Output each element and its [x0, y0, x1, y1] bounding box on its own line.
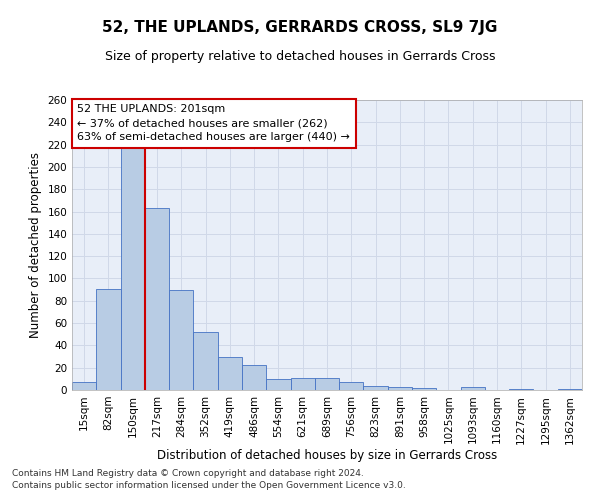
Bar: [290, 378, 315, 390]
Text: Contains HM Land Registry data © Crown copyright and database right 2024.: Contains HM Land Registry data © Crown c…: [12, 468, 364, 477]
Bar: [96, 288, 121, 390]
Bar: [193, 332, 218, 390]
Bar: [339, 382, 364, 390]
Bar: [242, 366, 266, 390]
Bar: [121, 148, 145, 390]
X-axis label: Distribution of detached houses by size in Gerrards Cross: Distribution of detached houses by size …: [157, 449, 497, 462]
Text: 52 THE UPLANDS: 201sqm
← 37% of detached houses are smaller (262)
63% of semi-de: 52 THE UPLANDS: 201sqm ← 37% of detached…: [77, 104, 350, 142]
Bar: [388, 386, 412, 390]
Bar: [412, 388, 436, 390]
Text: 52, THE UPLANDS, GERRARDS CROSS, SL9 7JG: 52, THE UPLANDS, GERRARDS CROSS, SL9 7JG: [103, 20, 497, 35]
Y-axis label: Number of detached properties: Number of detached properties: [29, 152, 42, 338]
Bar: [145, 208, 169, 390]
Bar: [169, 290, 193, 390]
Bar: [461, 386, 485, 390]
Bar: [558, 389, 582, 390]
Text: Size of property relative to detached houses in Gerrards Cross: Size of property relative to detached ho…: [105, 50, 495, 63]
Bar: [218, 356, 242, 390]
Bar: [72, 382, 96, 390]
Bar: [364, 386, 388, 390]
Bar: [509, 389, 533, 390]
Text: Contains public sector information licensed under the Open Government Licence v3: Contains public sector information licen…: [12, 481, 406, 490]
Bar: [266, 379, 290, 390]
Bar: [315, 378, 339, 390]
